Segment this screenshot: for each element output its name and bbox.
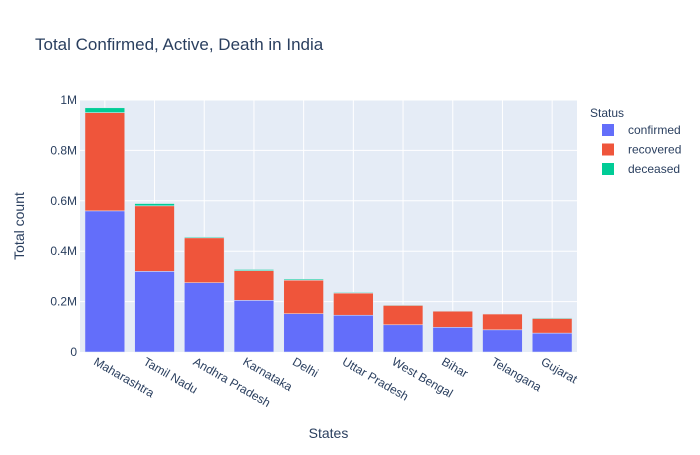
- bar-recovered[interactable]: [284, 280, 324, 314]
- bar-confirmed[interactable]: [532, 333, 572, 352]
- bar-deceased[interactable]: [184, 237, 224, 238]
- bar-deceased[interactable]: [284, 279, 324, 280]
- bar-recovered[interactable]: [483, 314, 523, 330]
- bar-recovered[interactable]: [532, 318, 572, 333]
- bar-confirmed[interactable]: [383, 325, 423, 352]
- x-tick-label: Telangana: [489, 354, 544, 394]
- bar-recovered[interactable]: [135, 206, 175, 272]
- y-tick-label: 1M: [60, 93, 77, 107]
- bar-deceased[interactable]: [532, 318, 572, 319]
- legend-label-confirmed[interactable]: confirmed: [628, 123, 681, 137]
- bar-recovered[interactable]: [184, 238, 224, 283]
- bar-recovered[interactable]: [85, 113, 125, 211]
- bar-deceased[interactable]: [85, 108, 125, 113]
- bar-confirmed[interactable]: [284, 314, 324, 352]
- legend-label-recovered[interactable]: recovered: [628, 143, 681, 157]
- y-tick-labels: 0 0.2M 0.4M 0.6M 0.8M 1M: [50, 93, 77, 359]
- bar-confirmed[interactable]: [184, 283, 224, 352]
- y-tick-label: 0: [70, 345, 77, 359]
- x-tick-label: Gujarat: [539, 354, 581, 386]
- legend-title: Status: [590, 106, 624, 120]
- bar-deceased[interactable]: [135, 204, 175, 206]
- x-tick-label: Delhi: [290, 354, 321, 380]
- bar-recovered[interactable]: [433, 311, 473, 327]
- x-axis-label: States: [309, 425, 349, 441]
- legend-label-deceased[interactable]: deceased: [628, 162, 680, 176]
- legend-swatch-confirmed[interactable]: [602, 124, 614, 136]
- bar-deceased[interactable]: [383, 305, 423, 306]
- chart-title: Total Confirmed, Active, Death in India: [35, 35, 324, 54]
- y-tick-label: 0.8M: [50, 143, 77, 157]
- bar-confirmed[interactable]: [433, 327, 473, 352]
- legend-swatch-deceased[interactable]: [602, 163, 614, 175]
- bar-confirmed[interactable]: [85, 211, 125, 352]
- y-tick-label: 0.6M: [50, 194, 77, 208]
- legend-swatch-recovered[interactable]: [602, 144, 614, 156]
- y-tick-label: 0.4M: [50, 244, 77, 258]
- y-tick-label: 0.2M: [50, 295, 77, 309]
- bar-recovered[interactable]: [333, 293, 373, 315]
- x-tick-label: Bihar: [439, 354, 470, 380]
- legend: Status confirmed recovered deceased: [590, 106, 681, 176]
- bar-deceased[interactable]: [333, 292, 373, 293]
- bar-recovered[interactable]: [383, 305, 423, 324]
- bar-recovered[interactable]: [234, 271, 274, 301]
- y-axis-label: Total count: [11, 192, 27, 260]
- bar-confirmed[interactable]: [135, 271, 175, 352]
- bar-confirmed[interactable]: [483, 330, 523, 352]
- bar-deceased[interactable]: [234, 269, 274, 270]
- bar-confirmed[interactable]: [234, 300, 274, 352]
- bar-confirmed[interactable]: [333, 315, 373, 352]
